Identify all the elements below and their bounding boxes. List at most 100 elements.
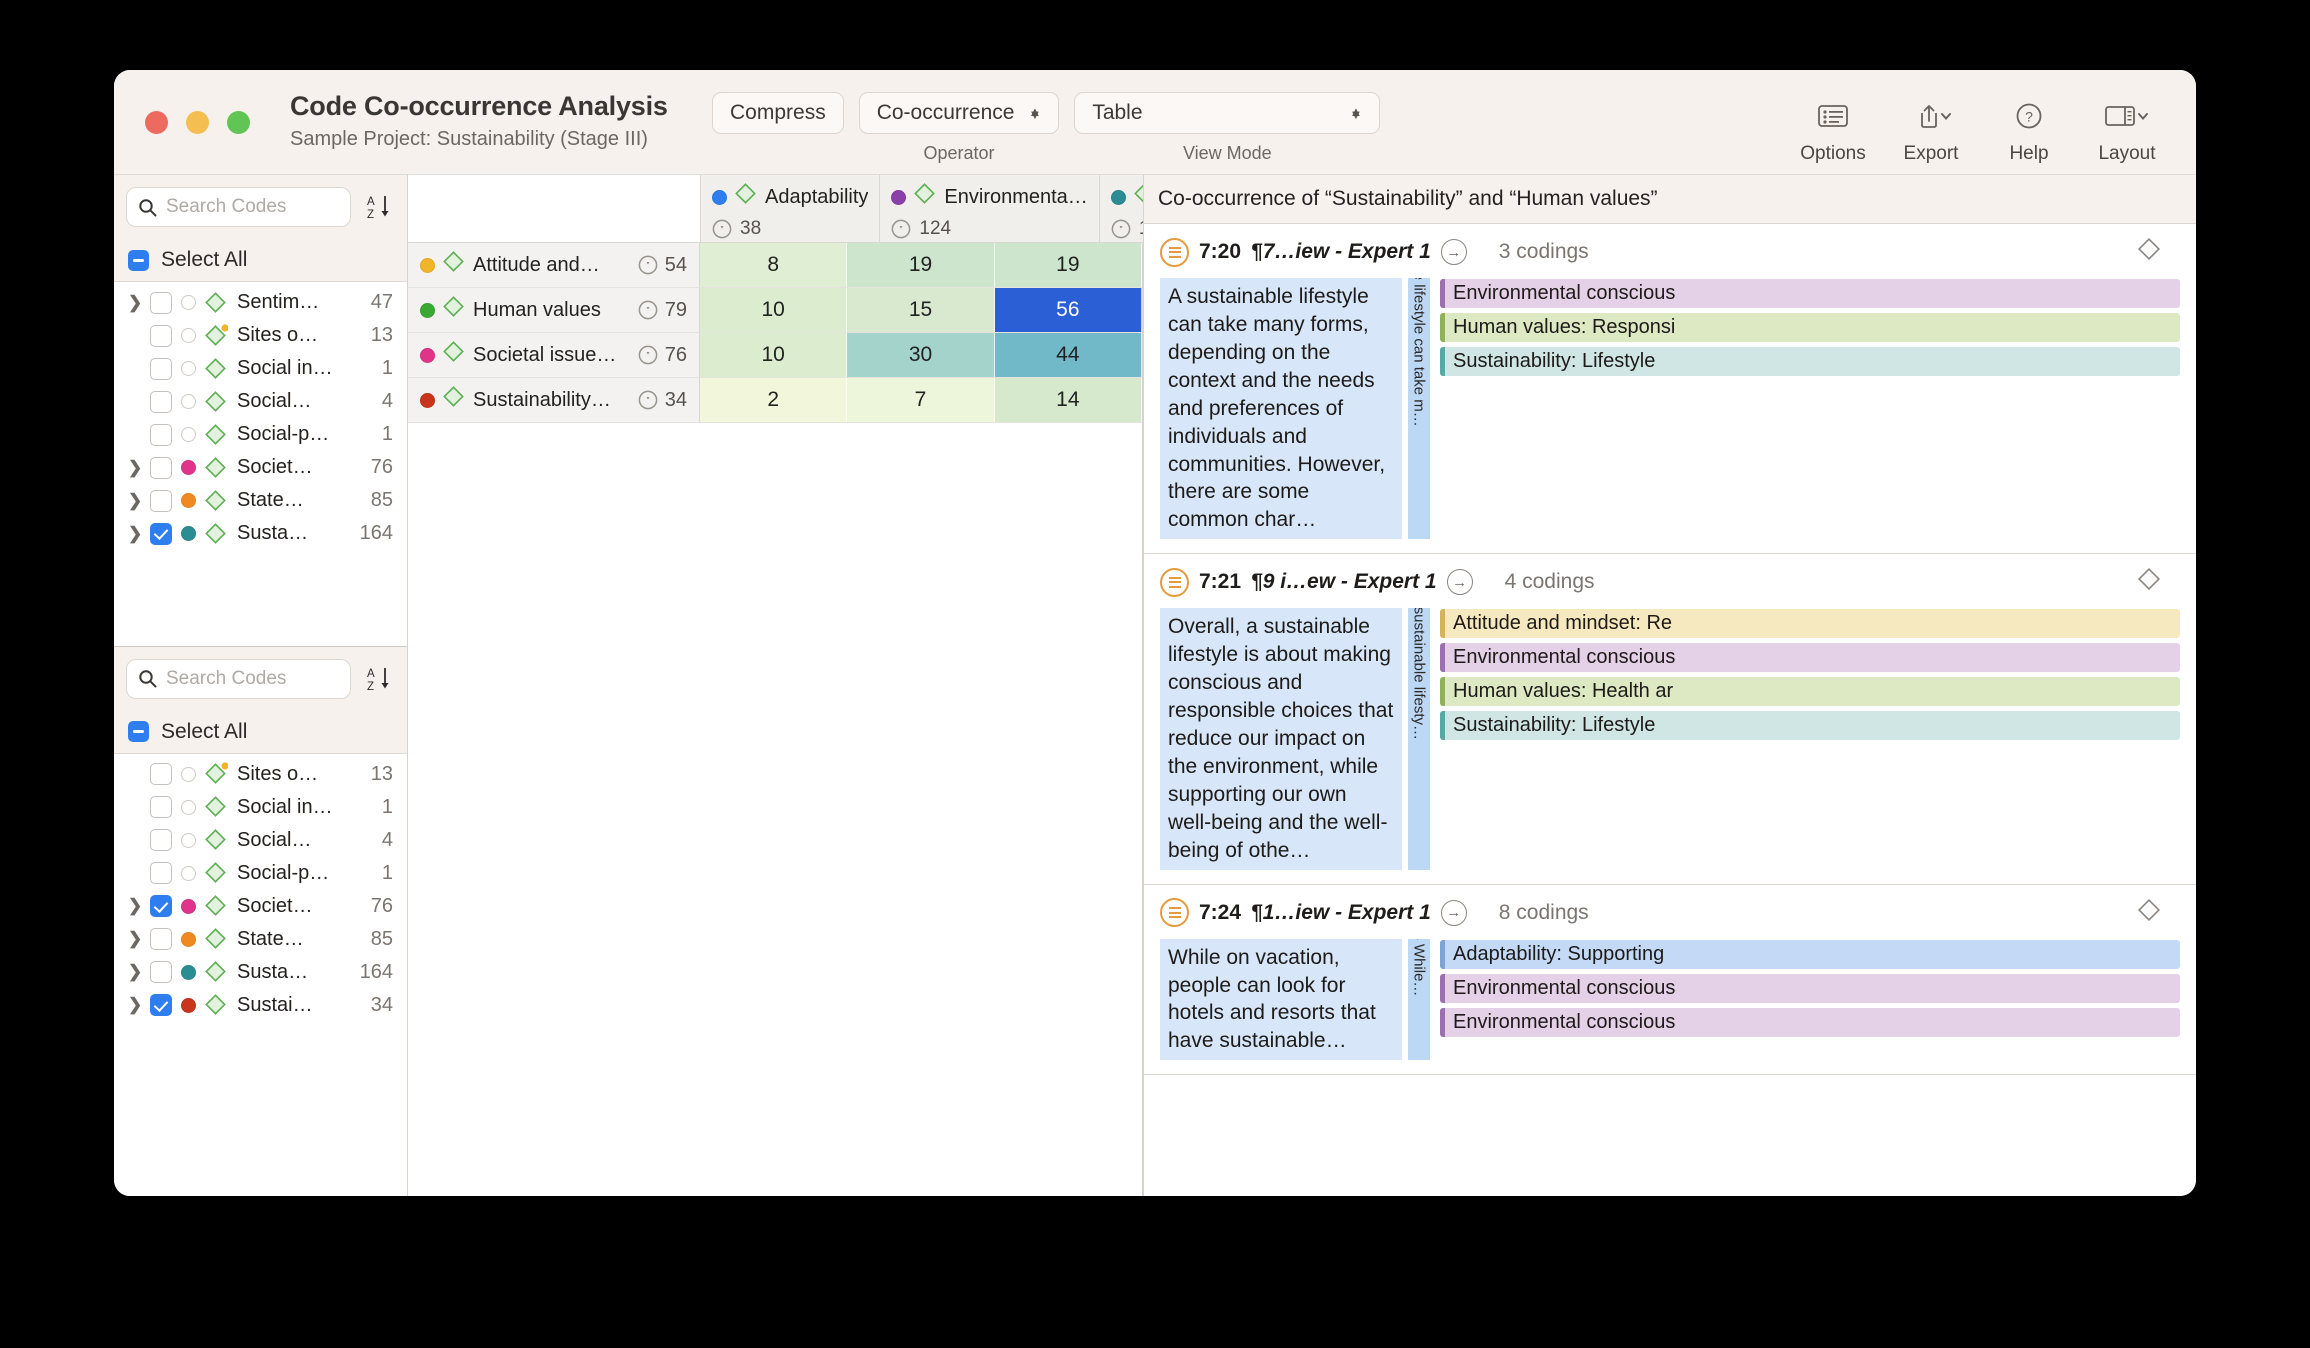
code-checkbox[interactable] — [150, 489, 172, 512]
cooccurrence-matrix[interactable]: Adaptability ” 38 Environmenta… ” 124 Sustaina… — [408, 175, 1293, 1196]
code-chip[interactable]: Environmental conscious — [1440, 643, 2180, 673]
code-tree-top[interactable]: ❯ Sentim… 47 ❯ Sites o… 13 ❯ Social in… 1 ❯ Social… — [114, 282, 407, 646]
code-tree-row[interactable]: ❯Social in…1 — [114, 352, 407, 385]
matrix-row[interactable]: Societal issue… ” 76 10 30 44 — [408, 333, 1142, 378]
code-checkbox[interactable] — [150, 324, 172, 347]
code-tree-row[interactable]: ❯ Societ… 76 — [114, 451, 407, 484]
disclosure-chevron-icon[interactable]: ❯ — [128, 995, 143, 1015]
disclosure-chevron-icon[interactable]: ❯ — [128, 929, 143, 949]
search-input-bottom[interactable]: Search Codes — [126, 658, 351, 699]
options-button[interactable]: Options — [1784, 92, 1882, 165]
matrix-cell[interactable]: 30 — [847, 333, 995, 377]
layout-button[interactable]: Layout — [2078, 92, 2176, 165]
result-quote[interactable]: While on vacation, people can look for h… — [1160, 938, 1402, 1061]
code-checkbox[interactable] — [150, 763, 172, 786]
code-checkbox[interactable] — [150, 796, 172, 819]
matrix-column-header[interactable]: Environmenta… ” 124 — [880, 175, 1100, 242]
code-tree-bottom[interactable]: ❯ Sites o… 13 ❯ Social in… 1 ❯ Social… 4 ❯ Social-… — [114, 754, 407, 1196]
matrix-cell[interactable]: 19 — [994, 243, 1142, 287]
disclosure-chevron-icon[interactable]: ❯ — [128, 292, 143, 312]
code-chip[interactable]: Human values: Responsi — [1440, 313, 2180, 342]
minimize-window-button[interactable] — [186, 111, 209, 134]
code-tree-row[interactable]: ❯ Susta… 164 — [114, 956, 407, 989]
code-tree-row[interactable]: ❯Social-p…1 — [114, 418, 407, 451]
code-tree-row[interactable]: ❯Sites o…13 — [114, 758, 407, 791]
disclosure-chevron-icon[interactable]: ❯ — [128, 896, 143, 916]
code-checkbox[interactable] — [150, 994, 172, 1017]
close-window-button[interactable] — [145, 111, 168, 134]
matrix-cell[interactable]: 10 — [700, 288, 848, 332]
matrix-cell[interactable]: 14 — [994, 378, 1142, 422]
matrix-body[interactable]: Attitude and…” 54 8 19 19 Human values” 79 10 15… — [408, 243, 1142, 423]
code-checkbox[interactable] — [150, 456, 172, 479]
code-chip[interactable]: Attitude and mindset: Re — [1440, 609, 2180, 639]
matrix-row[interactable]: Human values ” 79 10 15 56 — [408, 288, 1142, 333]
code-tree-row[interactable]: ❯Sites o…13 — [114, 319, 407, 352]
result-quote[interactable]: A sustainable lifestyle can take many fo… — [1160, 278, 1402, 540]
code-checkbox[interactable] — [150, 522, 172, 545]
code-tree-row[interactable]: ❯Social…4 — [114, 385, 407, 418]
matrix-row-header[interactable]: Attitude and… ” 54 — [408, 243, 700, 287]
matrix-row[interactable]: Attitude and…” 54 8 19 19 — [408, 243, 1142, 288]
matrix-row[interactable]: Sustainability… ” 34 2 7 14 — [408, 378, 1142, 423]
matrix-cell[interactable]: 44 — [994, 333, 1142, 377]
matrix-row-header[interactable]: Sustainability… ” 34 — [408, 378, 700, 422]
export-button[interactable]: Export — [1882, 92, 1980, 165]
code-checkbox[interactable] — [150, 390, 172, 413]
goto-source-button[interactable]: → — [1440, 239, 1467, 265]
code-chip[interactable]: Adaptability: Supporting — [1440, 939, 2180, 969]
code-chip[interactable]: Sustainability: Lifestyle — [1440, 347, 2180, 376]
result-item[interactable]: 7:21 ¶9 i…ew - Expert 1 → 4 codings Overall,… — [1144, 554, 2196, 885]
code-tree-row[interactable]: ❯Social in…1 — [114, 791, 407, 824]
goto-source-button[interactable]: → — [1440, 899, 1467, 926]
code-tree-row[interactable]: ❯ State… 85 — [114, 923, 407, 956]
code-chip[interactable]: Sustainability: Lifestyle — [1440, 711, 2180, 741]
code-chip[interactable]: Environmental conscious — [1440, 279, 2180, 308]
viewmode-select[interactable]: Table ▲ ▼ — [1074, 92, 1381, 134]
result-item[interactable]: 7:24 ¶1…iew - Expert 1 → 8 codings While on … — [1144, 885, 2196, 1076]
matrix-cell[interactable]: 19 — [847, 243, 995, 287]
result-item[interactable]: 7:20 ¶7…iew - Expert 1 → 3 codings A sustain… — [1144, 224, 2196, 555]
matrix-row-header[interactable]: Human values ” 79 — [408, 288, 700, 332]
search-input-top[interactable]: Search Codes — [126, 187, 351, 227]
code-tree-row[interactable]: ❯ Sustai… 34 — [114, 989, 407, 1022]
result-quote[interactable]: Overall, a sustainable lifestyle is abou… — [1160, 608, 1402, 870]
code-diamond-icon[interactable] — [2136, 566, 2162, 598]
matrix-cell[interactable]: 10 — [700, 333, 848, 377]
code-checkbox[interactable] — [150, 829, 172, 852]
code-checkbox[interactable] — [150, 423, 172, 446]
code-tree-row[interactable]: ❯ Susta… 164 — [114, 517, 407, 550]
code-tree-row[interactable]: ❯ State… 85 — [114, 484, 407, 517]
disclosure-chevron-icon[interactable]: ❯ — [128, 490, 143, 510]
disclosure-chevron-icon[interactable]: ❯ — [128, 523, 143, 543]
code-checkbox[interactable] — [150, 961, 172, 984]
maximize-window-button[interactable] — [227, 111, 250, 134]
matrix-cell[interactable]: 2 — [700, 378, 848, 422]
disclosure-chevron-icon[interactable]: ❯ — [128, 457, 143, 477]
code-tree-row[interactable]: ❯Social-p…1 — [114, 857, 407, 890]
code-diamond-icon[interactable] — [2136, 897, 2162, 929]
select-all-checkbox-bottom[interactable] — [128, 721, 149, 743]
code-chip[interactable]: Environmental conscious — [1440, 1007, 2180, 1037]
code-checkbox[interactable] — [150, 862, 172, 885]
code-checkbox[interactable] — [150, 928, 172, 951]
code-checkbox[interactable] — [150, 895, 172, 918]
disclosure-chevron-icon[interactable]: ❯ — [128, 962, 143, 982]
help-button[interactable]: ? Help — [1980, 92, 2078, 165]
code-checkbox[interactable] — [150, 291, 172, 314]
code-tree-row[interactable]: ❯Social…4 — [114, 824, 407, 857]
results-list[interactable]: 7:20 ¶7…iew - Expert 1 → 3 codings A sustain… — [1144, 224, 2196, 1196]
code-chip[interactable]: Environmental conscious — [1440, 973, 2180, 1003]
select-all-row-bottom[interactable]: Select All — [114, 710, 407, 754]
goto-source-button[interactable]: → — [1446, 569, 1473, 596]
matrix-cell[interactable]: 7 — [847, 378, 995, 422]
matrix-cell[interactable]: 8 — [700, 243, 848, 287]
matrix-row-header[interactable]: Societal issue… ” 76 — [408, 333, 700, 377]
compress-button[interactable]: Compress — [712, 92, 844, 134]
code-chip[interactable]: Human values: Health ar — [1440, 677, 2180, 707]
select-all-row-top[interactable]: Select All — [114, 239, 407, 282]
code-diamond-icon[interactable] — [2136, 236, 2162, 268]
select-all-checkbox-top[interactable] — [128, 249, 149, 271]
